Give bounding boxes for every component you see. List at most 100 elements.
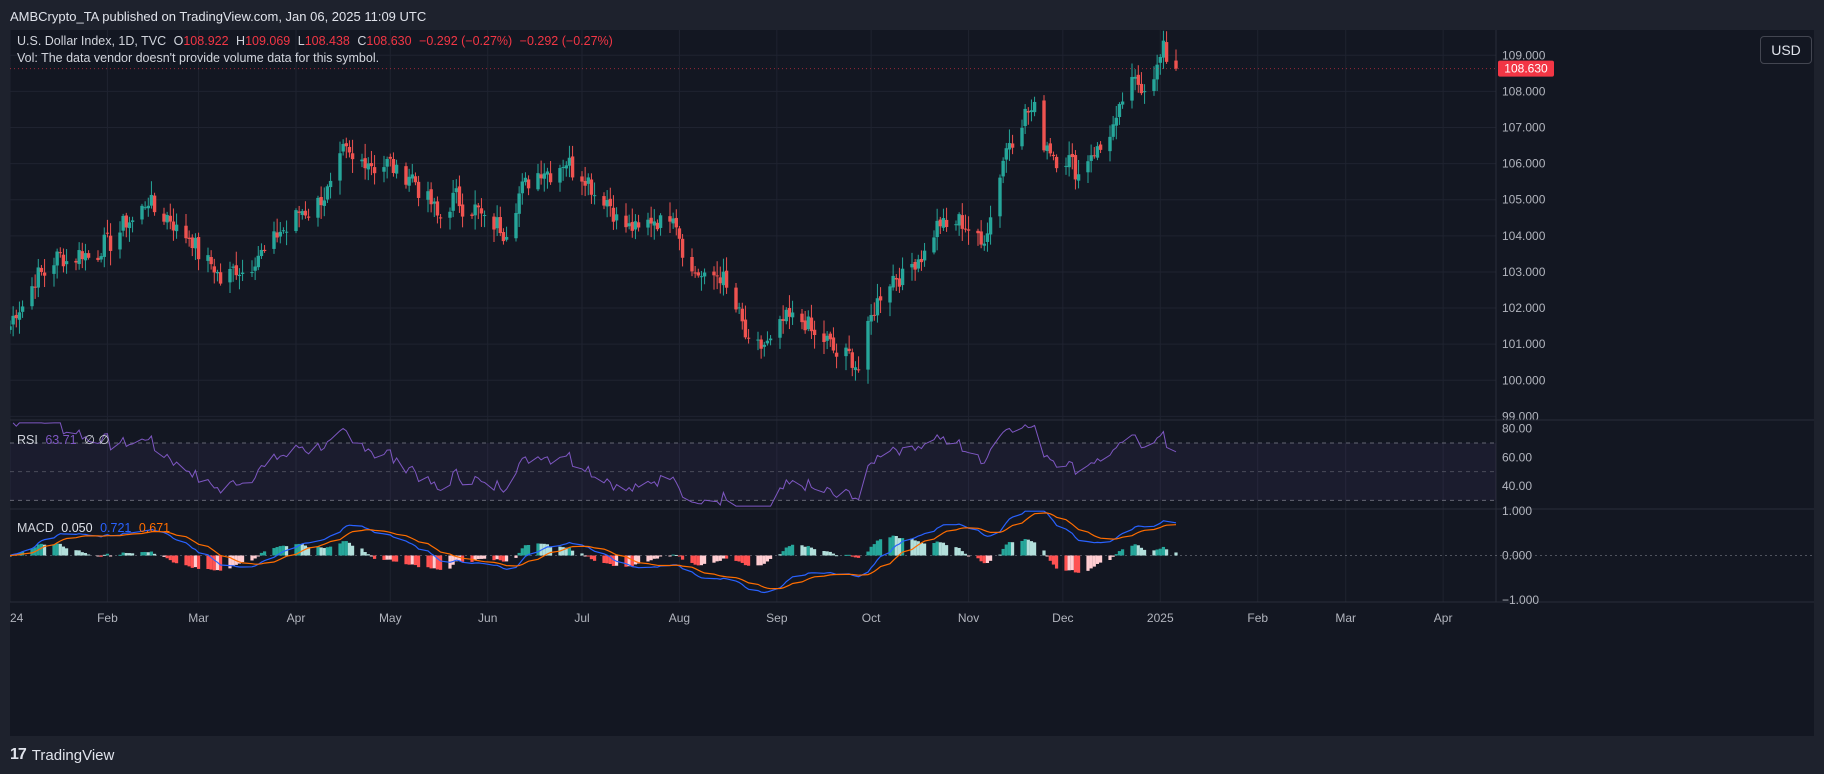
candle-body xyxy=(564,165,568,169)
candle-body xyxy=(209,257,213,265)
macd-histogram-bar xyxy=(580,553,584,556)
candle-body xyxy=(281,230,286,232)
candle-body xyxy=(64,261,69,265)
candle-body xyxy=(118,232,122,250)
macd-histogram-bar xyxy=(561,547,565,556)
candle-body xyxy=(1067,155,1071,168)
candle-body xyxy=(809,317,814,332)
candle-body xyxy=(702,272,707,277)
macd-histogram-bar xyxy=(765,555,770,562)
macd-histogram-bar xyxy=(932,543,936,556)
candle-body xyxy=(778,319,782,338)
macd-histogram-bar xyxy=(831,553,836,556)
candle-body xyxy=(482,215,487,217)
macd-histogram-bar xyxy=(646,555,650,562)
macd-histogram-bar xyxy=(130,553,135,556)
macd-histogram-bar xyxy=(1023,539,1027,556)
candle-body xyxy=(696,272,700,276)
candle-body xyxy=(913,261,917,270)
macd-legend: MACD 0.050 0.721 0.671 xyxy=(17,521,174,535)
candle-body xyxy=(99,256,103,260)
macd-histogram-bar xyxy=(822,551,826,556)
macd-histogram-bar xyxy=(605,555,609,564)
candle-body xyxy=(693,272,697,274)
macd-histogram-bar xyxy=(1108,555,1112,560)
chart-canvas[interactable]: 2024 Feb Mar Apr May Jun Jul Aug Sep Oct Nov Dec 202… xyxy=(10,30,1814,736)
candle-body xyxy=(495,217,499,229)
candle-body xyxy=(850,352,854,368)
candle-body xyxy=(570,156,575,178)
macd-histogram-bar xyxy=(426,555,430,568)
candle-body xyxy=(932,237,936,253)
change-value: −0.292 (−0.27%) xyxy=(419,34,513,48)
candle-body xyxy=(504,236,509,240)
macd-histogram-bar xyxy=(812,549,817,556)
candle-body xyxy=(891,275,895,288)
candle-body xyxy=(605,199,609,207)
candle-body xyxy=(162,213,166,222)
candle-body xyxy=(526,179,531,189)
candle-body xyxy=(108,235,113,251)
chart-area[interactable]: 2024 Feb Mar Apr May Jun Jul Aug Sep Oct Nov Dec 202… xyxy=(10,30,1814,736)
macd-histogram-bar xyxy=(677,555,682,557)
macd-histogram-bar xyxy=(809,547,814,556)
macd-histogram-bar xyxy=(938,542,942,556)
x-tick-label: 2025 xyxy=(1147,611,1174,625)
rsi-axis-label: 80.00 xyxy=(1502,422,1532,436)
macd-histogram-bar xyxy=(630,555,634,567)
macd-histogram-bar xyxy=(1032,542,1037,556)
candle-body xyxy=(812,329,817,335)
macd-histogram-bar xyxy=(347,542,352,556)
macd-histogram-bar xyxy=(209,555,213,570)
macd-histogram-bar xyxy=(869,546,873,556)
candle-body xyxy=(1120,101,1125,105)
macd-histogram-bar xyxy=(366,554,370,556)
candle-body xyxy=(30,286,34,307)
macd-histogram-bar xyxy=(108,555,113,557)
candle-body xyxy=(954,224,958,226)
macd-histogram-bar xyxy=(61,546,66,556)
macd-histogram-bar xyxy=(781,551,785,556)
candle-body xyxy=(1108,136,1112,152)
candle-body xyxy=(1070,153,1074,158)
candle-body xyxy=(435,201,440,216)
macd-histogram-bar xyxy=(1120,549,1125,556)
rsi-band-fill xyxy=(10,442,1496,501)
candle-body xyxy=(322,200,326,206)
x-tick-label: Apr xyxy=(287,611,306,625)
candle-body xyxy=(61,254,66,267)
macd-histogram-bar xyxy=(1007,542,1012,556)
candle-body xyxy=(627,223,631,227)
candle-body xyxy=(586,177,590,184)
macd-histogram-bar xyxy=(548,546,553,556)
macd-histogram-bar xyxy=(1045,555,1049,557)
macd-histogram-bar xyxy=(652,555,656,559)
candle-body xyxy=(718,277,722,284)
macd-histogram-bar xyxy=(746,555,751,566)
candle-body xyxy=(457,186,462,207)
candle-body xyxy=(652,221,656,226)
macd-histogram-bar xyxy=(240,555,245,562)
candle-body xyxy=(300,211,304,215)
macd-histogram-bar xyxy=(740,555,744,563)
candle-body xyxy=(363,158,367,169)
currency-button[interactable]: USD xyxy=(1760,36,1812,64)
macd-histogram-bar xyxy=(668,555,672,557)
candle-body xyxy=(674,217,678,228)
price-axis-label: 102.000 xyxy=(1502,301,1546,315)
candle-body xyxy=(388,156,392,159)
candle-body xyxy=(539,174,543,179)
candle-body xyxy=(149,194,154,206)
macd-histogram-bar xyxy=(99,555,103,557)
candle-body xyxy=(806,316,810,330)
footer-brand: TradingView xyxy=(31,746,115,764)
candle-body xyxy=(646,219,650,228)
macd-axis-label: −1.000 xyxy=(1502,593,1539,607)
x-tick-label: Jun xyxy=(478,611,497,625)
candle-body xyxy=(344,143,348,147)
macd-histogram-bar xyxy=(743,555,748,566)
macd-histogram-bar xyxy=(1086,555,1090,571)
macd-histogram-bar xyxy=(77,550,81,556)
candle-body xyxy=(602,196,606,206)
macd-histogram-bar xyxy=(1158,548,1162,556)
